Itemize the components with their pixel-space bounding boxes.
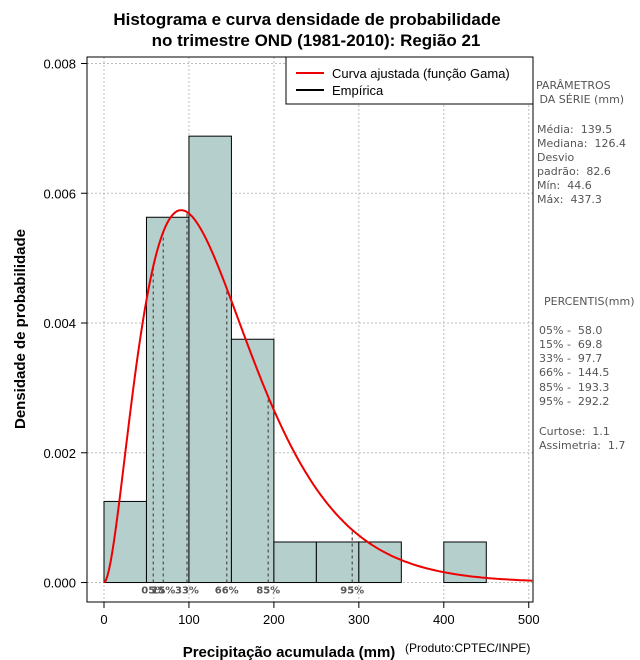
x-tick-label: 500 (518, 612, 540, 627)
x-tick-label: 300 (348, 612, 370, 627)
percentile-labels: 05%15% 33% 66% 85% 95% (141, 586, 364, 597)
chart-title-line-2: no trimestre OND (1981-2010): Região 21 (152, 31, 481, 50)
y-axis-label: Densidade de probabilidade (12, 229, 29, 429)
y-tick-label: 0.006 (43, 186, 76, 201)
param-min: Mín: 44.6 (537, 179, 592, 194)
percentile-95: 95% - 292.2 (539, 395, 609, 410)
percentis-title: PERCENTIS(mm) (544, 295, 635, 310)
params-title-line-2: DA SÉRIE (mm) (536, 93, 624, 108)
legend-label-fitted: Curva ajustada (função Gama) (332, 66, 510, 81)
params-title-line-1: PARÂMETROS (536, 79, 611, 94)
histogram-bar (231, 339, 273, 582)
y-tick-label: 0.000 (43, 576, 76, 591)
percentile-label: 15% (151, 586, 175, 597)
histogram-bars (104, 136, 486, 582)
legend: Curva ajustada (função Gama) Empírica (286, 57, 533, 104)
x-tick-label: 0 (100, 612, 107, 627)
x-tick-label: 200 (263, 612, 285, 627)
kurtosis: Curtose: 1.1 (539, 425, 610, 440)
skewness: Assimetria: 1.7 (539, 439, 625, 454)
param-median: Mediana: 126.4 (537, 137, 626, 152)
chart-title-line-1: Histograma e curva densidade de probabil… (113, 10, 500, 29)
y-axis: 0.000 0.002 0.004 0.006 0.008 (43, 56, 87, 590)
histogram-bar (104, 501, 146, 582)
percentile-label: 85% (256, 586, 280, 597)
param-std-value: padrão: 82.6 (537, 165, 611, 180)
percentile-15: 15% - 69.8 (539, 338, 602, 353)
x-axis-label: Precipitação acumulada (mm) (183, 644, 396, 660)
histogram-bar (359, 542, 401, 583)
param-max: Máx: 437.3 (537, 193, 602, 208)
percentile-label: 33% (175, 586, 199, 597)
percentile-label: 95% (340, 586, 364, 597)
percentile-85: 85% - 193.3 (539, 381, 609, 396)
y-tick-label: 0.002 (43, 446, 76, 461)
percentile-label: 66% (215, 586, 239, 597)
percentile-05: 05% - 58.0 (539, 324, 602, 339)
histogram-bar (189, 136, 231, 582)
legend-label-empirical: Empírica (332, 83, 384, 98)
param-mean: Média: 139.5 (537, 123, 612, 138)
x-tick-label: 400 (433, 612, 455, 627)
y-tick-label: 0.004 (43, 316, 76, 331)
x-tick-label: 100 (178, 612, 200, 627)
percentile-66: 66% - 144.5 (539, 366, 609, 381)
x-axis: 0 100 200 300 400 500 (100, 602, 539, 627)
histogram-bar (274, 542, 316, 583)
y-tick-label: 0.008 (43, 56, 76, 71)
param-std-label: Desvio (537, 151, 574, 166)
credit-label: (Produto:CPTEC/INPE) (405, 641, 530, 655)
percentile-33: 33% - 97.7 (539, 352, 602, 367)
